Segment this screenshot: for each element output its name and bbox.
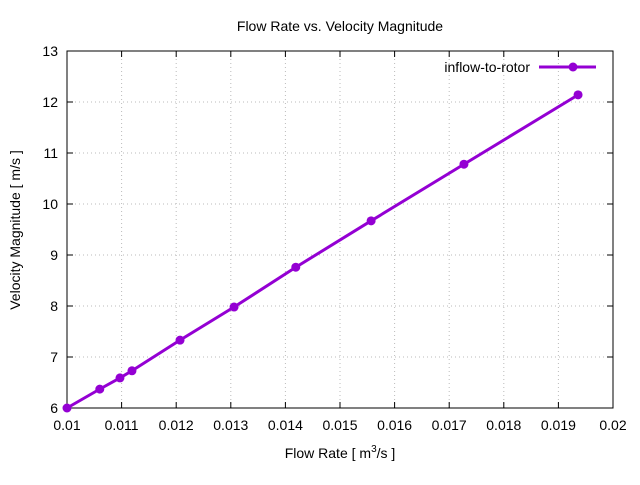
x-tick-label: 0.019 xyxy=(541,417,576,433)
y-tick-label: 6 xyxy=(50,400,58,416)
x-tick-label: 0.014 xyxy=(268,417,303,433)
x-tick-label: 0.016 xyxy=(377,417,412,433)
data-point xyxy=(459,159,469,169)
x-tick-label: 0.01 xyxy=(53,417,80,433)
grid xyxy=(67,51,613,408)
x-tick-label: 0.015 xyxy=(322,417,357,433)
x-tick-label: 0.018 xyxy=(486,417,521,433)
legend-marker xyxy=(568,62,578,72)
legend-label: inflow-to-rotor xyxy=(444,59,530,75)
y-tick-label: 12 xyxy=(42,94,58,110)
x-tick-label: 0.012 xyxy=(159,417,194,433)
y-tick-label: 8 xyxy=(50,298,58,314)
data-point xyxy=(127,366,137,376)
data-point xyxy=(366,216,376,226)
x-tick-label: 0.011 xyxy=(105,417,139,433)
series-line xyxy=(66,93,579,410)
data-point xyxy=(62,403,72,413)
y-tick-label: 7 xyxy=(50,349,58,365)
data-point xyxy=(229,302,239,312)
x-tick-label: 0.02 xyxy=(599,417,626,433)
y-tick-label: 9 xyxy=(50,247,58,263)
data-point xyxy=(291,262,301,272)
data-point xyxy=(573,90,583,100)
x-axis-label-tail: /s ] xyxy=(377,445,396,461)
data-point xyxy=(175,335,185,345)
series xyxy=(62,90,583,413)
y-tick-label: 13 xyxy=(42,43,58,59)
x-axis-label: Flow Rate [ m3/s ] xyxy=(285,444,396,461)
legend: inflow-to-rotor xyxy=(444,59,596,75)
y-tick-label: 10 xyxy=(42,196,58,212)
x-axis-label-sup: 3 xyxy=(371,444,377,455)
y-tick-label: 11 xyxy=(43,145,58,161)
data-point xyxy=(115,373,125,383)
ticks: 0.01 0.011 0.012 0.013 0.014 0.015 0.016 0.017 0… xyxy=(42,43,626,433)
chart-title: Flow Rate vs. Velocity Magnitude xyxy=(237,18,443,34)
x-axis-label-main: Flow Rate [ m xyxy=(285,445,371,461)
x-tick-label: 0.013 xyxy=(213,417,248,433)
plot-frame xyxy=(66,50,614,409)
x-tick-label: 0.017 xyxy=(432,417,467,433)
data-point xyxy=(95,384,105,394)
y-axis-label: Velocity Magnitude [ m/s ] xyxy=(7,150,23,310)
